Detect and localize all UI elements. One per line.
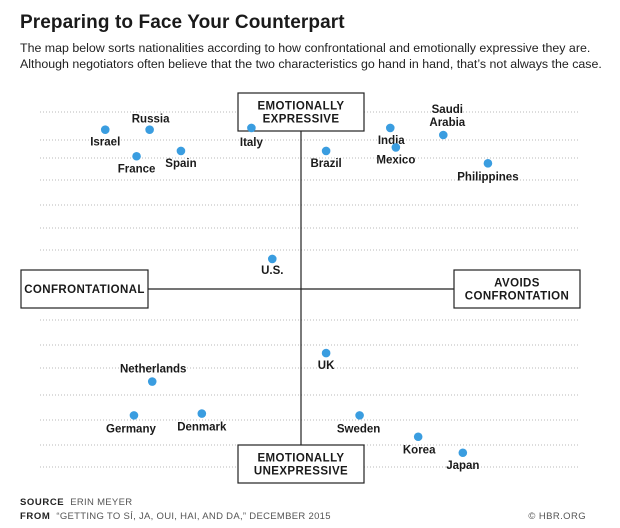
point-label: Korea — [403, 445, 436, 457]
data-point-india — [385, 123, 395, 133]
data-point-netherlands — [147, 377, 157, 386]
point-label: Russia — [132, 114, 170, 126]
axis-label-confrontational: CONFRONTATIONAL — [24, 284, 145, 296]
data-point-france — [132, 151, 141, 161]
data-point-saudi-arabia — [438, 130, 448, 140]
data-point-russia — [145, 125, 154, 134]
point-label: France — [118, 163, 156, 175]
axis-label-unexpressive: EMOTIONALLY UNEXPRESSIVE — [254, 453, 348, 478]
subtitle-line: The map below sorts nationalities accord… — [20, 41, 591, 55]
from-label: FROM — [20, 511, 51, 522]
credit: © HBR.ORG — [528, 511, 586, 522]
point-label: Germany — [106, 423, 156, 435]
data-point-philippines — [483, 159, 493, 168]
point-label: Brazil — [310, 158, 341, 170]
axis-label-avoids-confrontation-box — [453, 269, 581, 309]
data-point-sweden — [355, 411, 364, 420]
data-point-brazil — [321, 146, 331, 156]
source-text: ERIN MEYER — [70, 497, 133, 508]
point-label: Israel — [90, 137, 120, 149]
data-point-denmark — [197, 409, 207, 418]
source-line: SOURCE ERIN MEYER — [20, 497, 132, 508]
data-point-uk — [321, 348, 331, 358]
data-point-korea — [413, 432, 423, 442]
axis-label-avoids-confrontation: AVOIDS CONFRONTATION — [465, 278, 569, 303]
subtitle-line: Although negotiators often believe that … — [20, 57, 602, 71]
axis-label-confrontational-box — [20, 269, 149, 309]
from-line: FROM “GETTING TO SÍ, JA, OUI, HAI, AND DA… — [20, 511, 331, 522]
data-point-mexico — [391, 143, 401, 152]
point-label: U.S. — [261, 265, 283, 277]
point-label: Saudi Arabia — [429, 104, 465, 129]
point-label: India — [378, 135, 405, 147]
data-point-u-s- — [267, 254, 277, 264]
point-label: Spain — [165, 158, 196, 170]
point-label: UK — [318, 360, 335, 372]
data-point-italy — [247, 123, 256, 133]
page-title: Preparing to Face Your Counterpart — [20, 12, 345, 33]
data-point-japan — [458, 448, 468, 458]
axis-label-expressive: EMOTIONALLY EXPRESSIVE — [257, 101, 344, 126]
point-label: Italy — [240, 137, 264, 149]
point-label: Netherlands — [120, 364, 186, 376]
axis-label-expressive-box — [237, 92, 365, 132]
from-text: “GETTING TO SÍ, JA, OUI, HAI, AND DA,” D… — [56, 511, 331, 522]
subtitle: The map below sorts nationalities accord… — [20, 40, 605, 72]
point-label: Philippines — [457, 171, 518, 183]
source-label: SOURCE — [20, 497, 65, 508]
data-point-germany — [129, 411, 139, 420]
axis-label-unexpressive-box — [237, 444, 365, 484]
data-point-israel — [100, 125, 110, 134]
data-point-spain — [176, 146, 186, 156]
point-label: Sweden — [337, 423, 380, 435]
point-label: Mexico — [376, 154, 415, 166]
point-label: Japan — [446, 460, 479, 472]
point-label: Denmark — [177, 422, 227, 434]
